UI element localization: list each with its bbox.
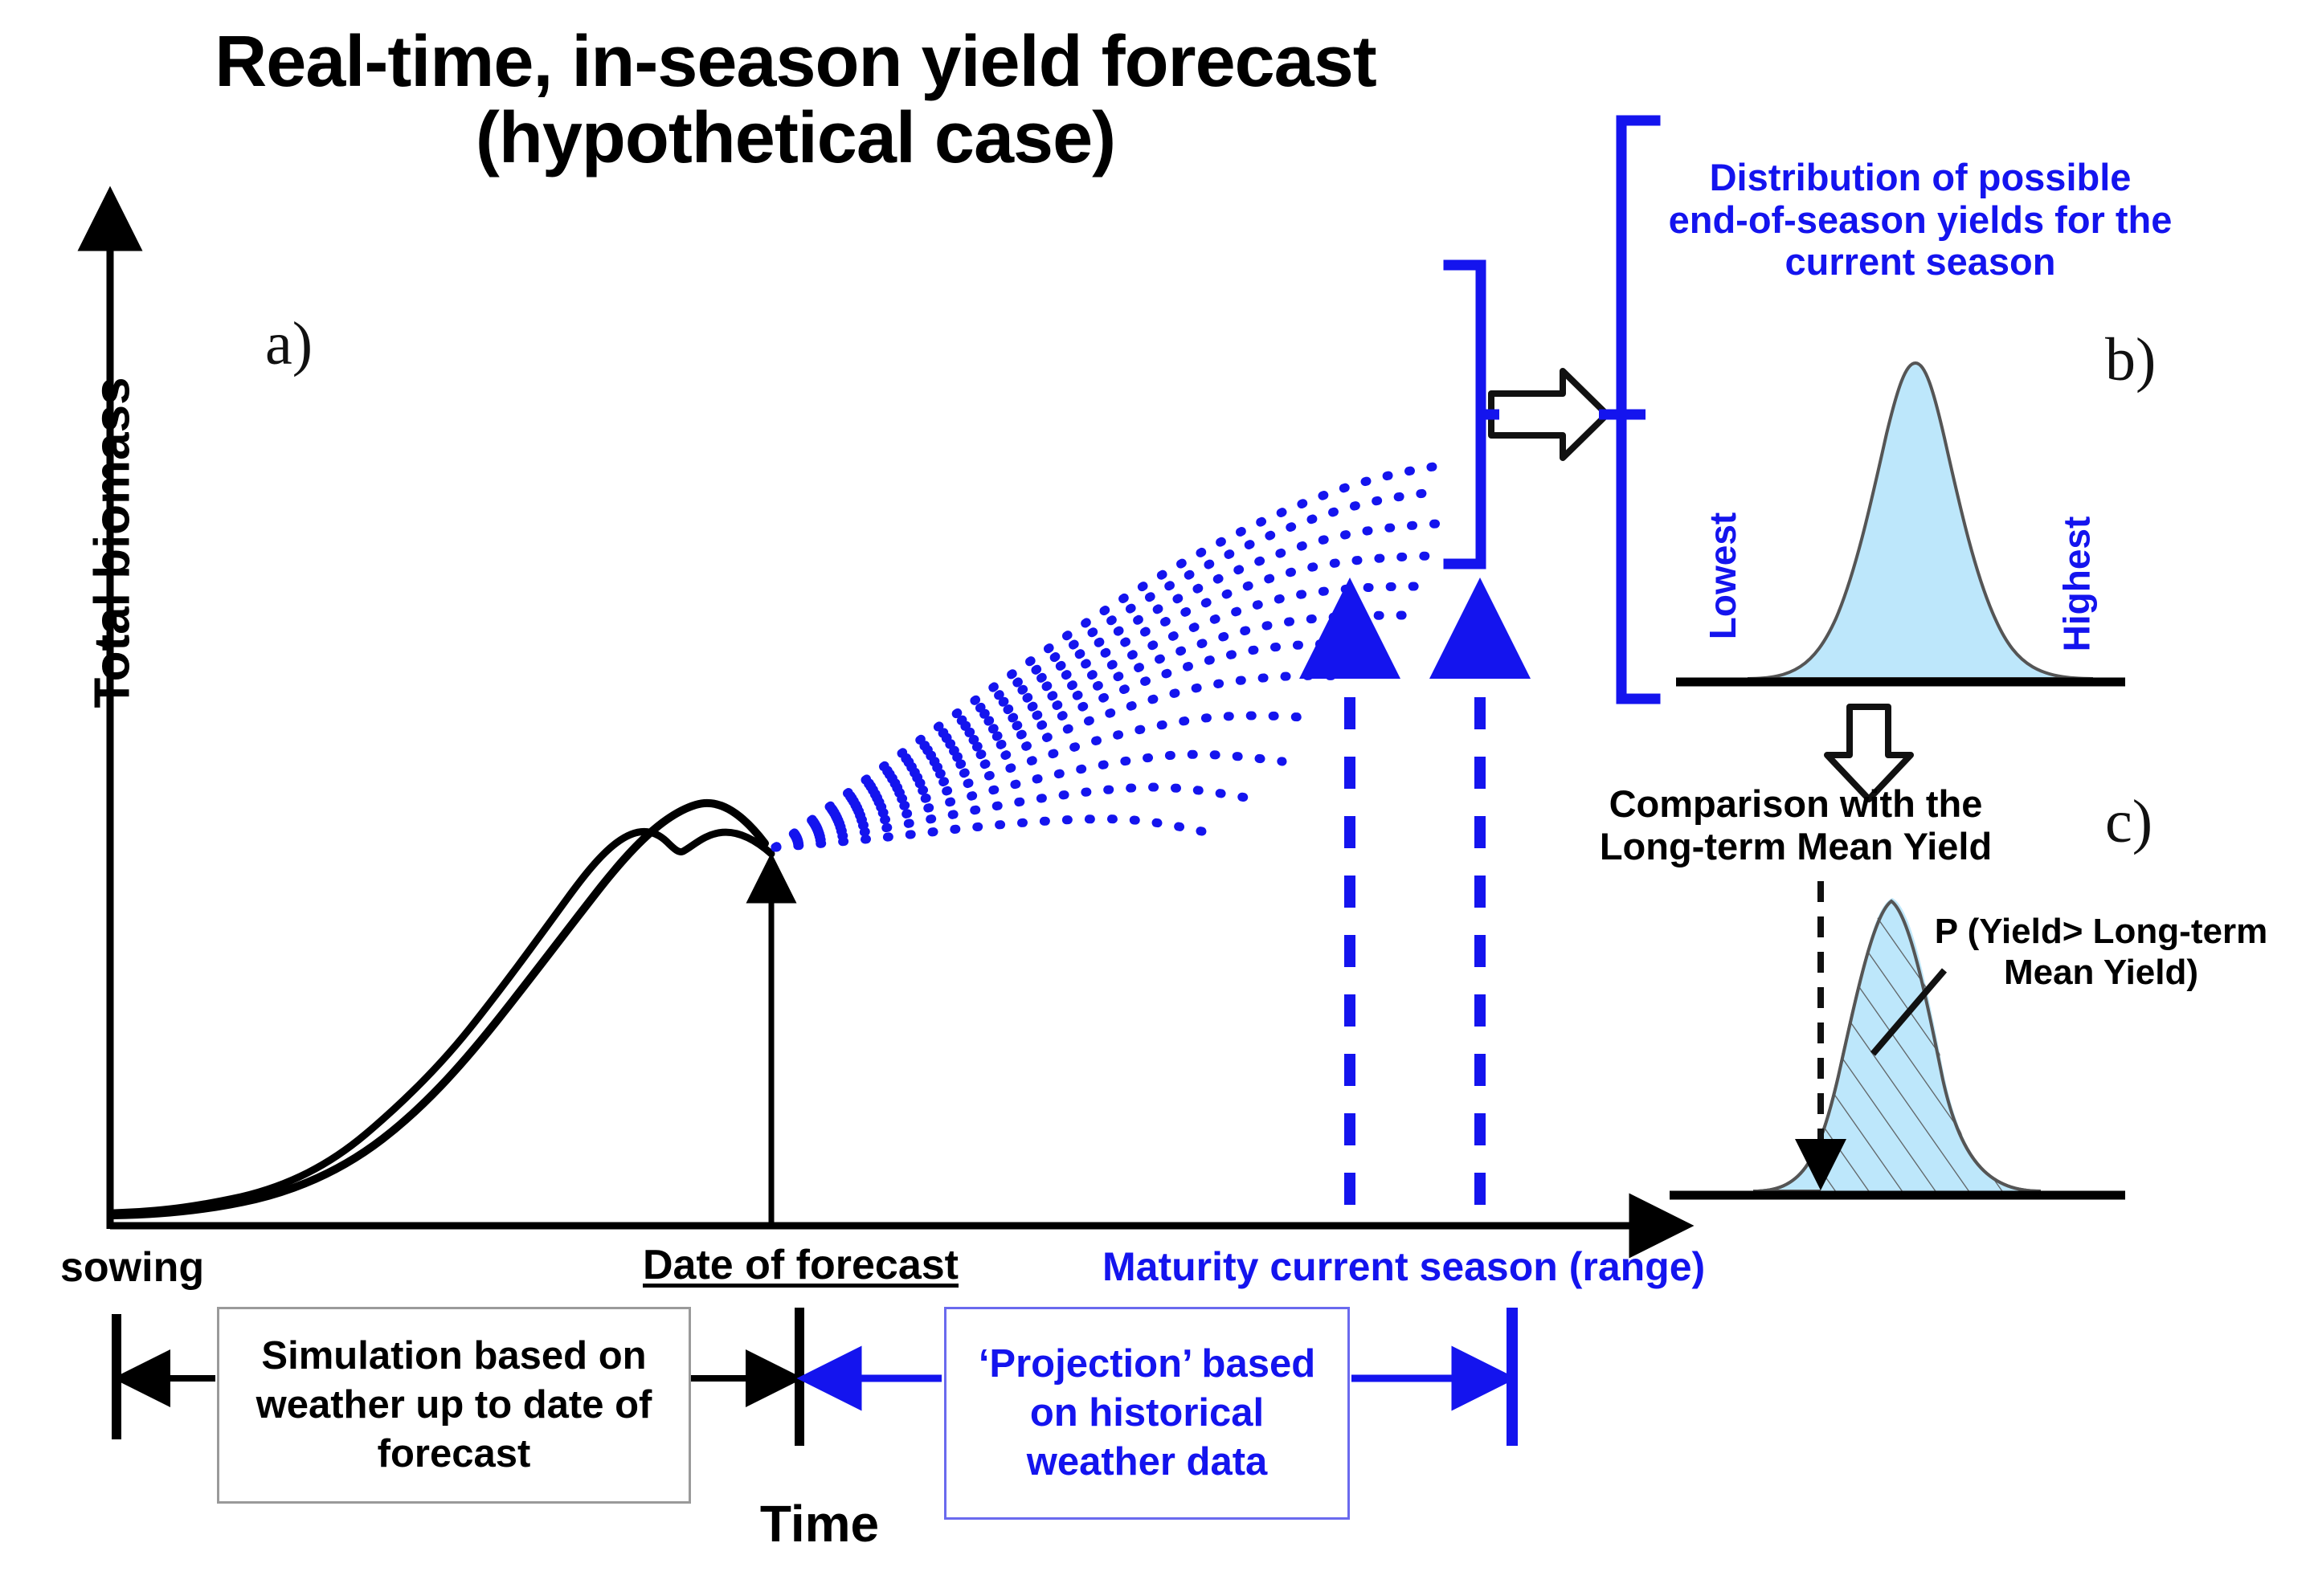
simulated-biomass-curve — [110, 827, 775, 1217]
block-arrow-down-icon — [1824, 704, 1914, 802]
simulated-biomass-curve-main — [114, 816, 773, 1214]
projection-line-11 — [771, 782, 1255, 852]
simulation-box: Simulation based on weather up to date o… — [217, 1307, 691, 1504]
panel-b-curve — [1747, 361, 2094, 680]
biomass-curve — [110, 798, 769, 1219]
figure-title: Real-time, in-season yield forecast (hyp… — [121, 24, 1470, 176]
x-axis-label: Time — [759, 1495, 880, 1553]
sowing-label: sowing — [60, 1244, 205, 1291]
projection-line-10 — [771, 749, 1287, 852]
projection-range-bracket — [1443, 259, 1486, 569]
probability-leader-line — [1870, 968, 1948, 1056]
timeline-projection-segment — [796, 1308, 1518, 1446]
date-of-forecast-label: Date of forecast — [643, 1242, 959, 1288]
projection-line-12 — [771, 814, 1224, 852]
projection-line-5 — [771, 582, 1425, 852]
y-axis-label: Total biomass — [84, 377, 141, 708]
panel-b-distribution — [1676, 361, 2125, 687]
title-line-2: (hypothetical case) — [475, 97, 1116, 178]
panel-label-c: c) — [2105, 788, 2153, 855]
projection-line-8 — [771, 671, 1355, 852]
panel-label-a: a) — [265, 310, 313, 378]
comparison-caption: Comparison with the Long-term Mean Yield — [1599, 782, 1993, 867]
block-arrow-right-icon — [1488, 368, 1610, 461]
projection-line-3 — [771, 519, 1441, 852]
projection-line-7 — [771, 639, 1388, 852]
highest-label: Highest — [2055, 516, 2098, 652]
distribution-caption: Distribution of possible end-of-season y… — [1668, 156, 2173, 284]
lowest-label: Lowest — [1702, 512, 1744, 640]
projection-line-6 — [771, 610, 1413, 852]
projection-line-1 — [771, 461, 1443, 852]
projection-line-9 — [771, 711, 1319, 852]
panel-label-b: b) — [2105, 326, 2157, 394]
panel-a-axes — [77, 186, 1695, 1259]
maturity-range-label: Maturity current season (range) — [1102, 1244, 1706, 1289]
title-line-1: Real-time, in-season yield forecast — [215, 22, 1377, 102]
projection-box: ‘Projection’ based on historical weather… — [944, 1307, 1350, 1520]
probability-caption: P (Yield> Long-term Mean Yield) — [1934, 912, 2268, 992]
projection-trajectories — [771, 461, 1443, 852]
